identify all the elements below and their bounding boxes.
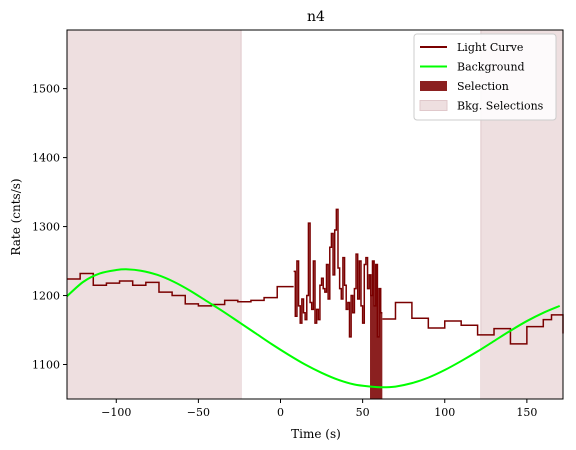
legend-item: Light Curve xyxy=(420,41,523,54)
chart-title: n4 xyxy=(307,9,325,25)
legend-label: Selection xyxy=(457,80,509,93)
legend-swatch xyxy=(419,100,448,111)
light-curve-left xyxy=(67,272,294,307)
y-tick-label: 1500 xyxy=(32,83,60,96)
plot-area-frame xyxy=(66,29,564,400)
x-tick-label: 100 xyxy=(434,406,455,419)
x-ticks: −100 −50 0 50 100 150 xyxy=(101,399,537,419)
y-tick-label: 1400 xyxy=(32,152,60,165)
legend-label: Bkg. Selections xyxy=(457,100,544,113)
background-curve xyxy=(66,268,561,389)
background-series xyxy=(66,268,561,389)
light-curve-series xyxy=(67,208,564,345)
x-tick-label: −50 xyxy=(187,406,210,419)
legend-swatch xyxy=(420,81,447,91)
legend-label: Background xyxy=(457,61,525,74)
x-tick-label: −100 xyxy=(101,406,131,419)
x-axis-label: Time (s) xyxy=(291,427,341,441)
y-axis-label: Rate (cnts/s) xyxy=(9,178,23,255)
light-curve-fine xyxy=(293,208,383,338)
y-tick-label: 1100 xyxy=(32,359,60,372)
x-tick-label: 0 xyxy=(277,406,284,419)
legend-item: Selection xyxy=(420,80,509,93)
x-tick-label: 150 xyxy=(516,406,537,419)
legend-box xyxy=(413,33,557,121)
light-curve-right xyxy=(382,301,564,345)
legend-item: Background xyxy=(420,61,525,74)
y-tick-label: 1200 xyxy=(32,290,60,303)
y-tick-label: 1300 xyxy=(32,221,60,234)
x-tick-label: 50 xyxy=(356,406,370,419)
y-ticks: 1100 1200 1300 1400 1500 xyxy=(32,83,67,372)
bkg-selection-fill xyxy=(67,273,242,399)
legend: Light Curve Background Selection Bkg. Selec… xyxy=(413,33,557,121)
legend-item: Bkg. Selections xyxy=(419,100,544,113)
legend-label: Light Curve xyxy=(457,41,523,54)
